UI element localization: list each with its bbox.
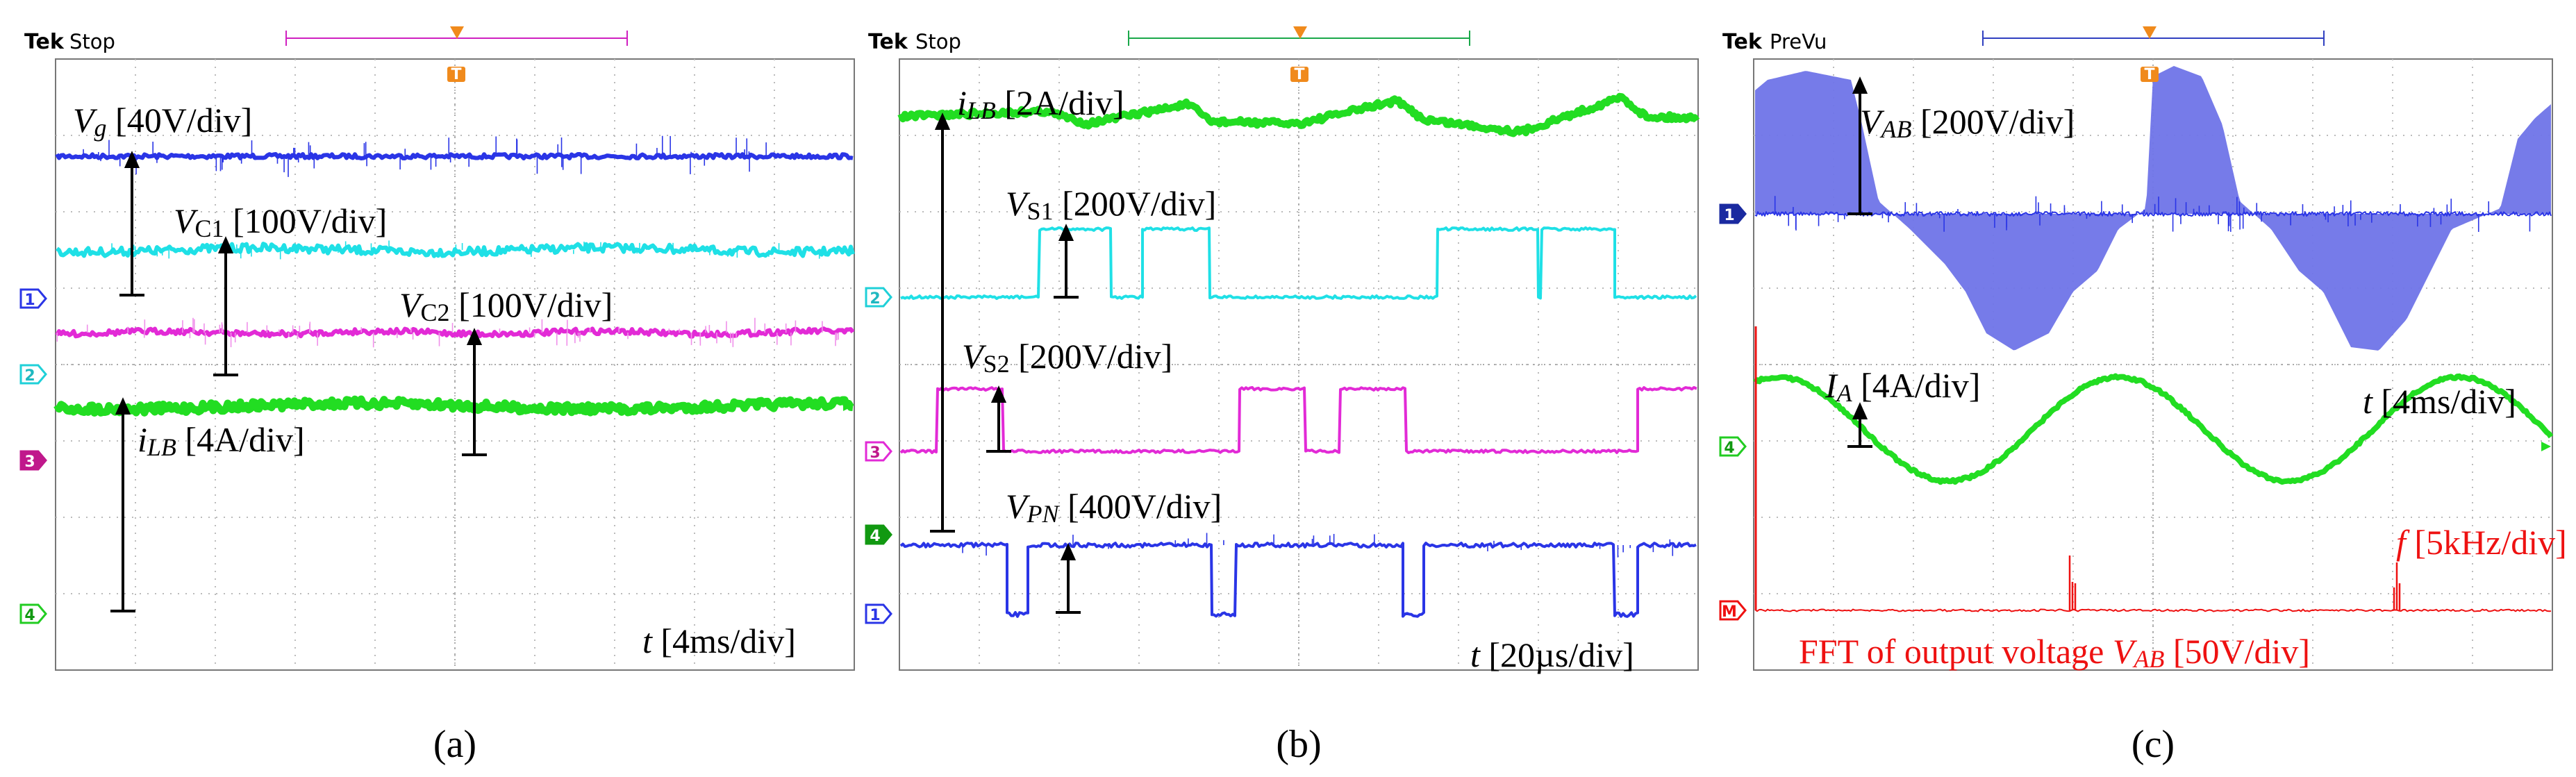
panel-c-math-marker: M <box>1719 600 1747 621</box>
ilb-trace <box>53 395 855 417</box>
panel-a-grid <box>56 59 854 670</box>
panel-b: Tek Stop T 2 3 4 1 <box>865 26 1700 766</box>
svg-text:4: 4 <box>870 528 880 545</box>
vpn-trace <box>899 542 1697 618</box>
panel-b-ch3-marker: 3 <box>865 441 892 462</box>
panel-c-arrows <box>1847 76 1872 448</box>
vg-trace <box>55 152 854 160</box>
panel-c-time-label: t [4ms/div] <box>2363 382 2516 421</box>
panel-b-label-vs2: VS2 [200V/div] <box>962 337 1172 378</box>
panel-c-label-ia: IA [4A/div] <box>1825 366 1980 407</box>
panel-b-record-bar <box>1128 26 1470 46</box>
panel-c-record-bar <box>1982 26 2325 46</box>
fft-baseline <box>1754 608 2552 612</box>
panel-a: Tek Stop T 1 2 3 4 <box>19 26 855 766</box>
panel-a-mode: Stop <box>69 30 115 53</box>
ilb-trace <box>897 92 1700 137</box>
svg-text:3: 3 <box>870 444 880 462</box>
panel-b-label-vpn: VPN [400V/div] <box>1006 487 1222 528</box>
panel-b-ch1-marker: 1 <box>865 603 892 624</box>
panel-b-ch4-marker: 4 <box>865 524 892 545</box>
panel-b-mode: Stop <box>915 30 961 53</box>
panel-c: Tek PreVu T 1 4 M <box>1719 26 2567 766</box>
panel-c-ch4-marker: 4 <box>1719 436 1747 457</box>
vab-envelope <box>1755 66 2551 351</box>
panel-b-waveforms <box>897 92 1700 618</box>
panel-b-arrows <box>930 112 1081 614</box>
panel-c-freq-label: f [5kHz/div] <box>2396 523 2567 562</box>
panel-a-label-vg: Vg [40V/div] <box>73 101 252 142</box>
ilb-level-marker <box>1687 113 1697 123</box>
svg-text:T: T <box>2144 66 2154 83</box>
panel-c-brand: Tek <box>1722 30 1763 54</box>
panel-a-label-vc2: VC2 [100V/div] <box>399 285 613 326</box>
vs1-trace <box>900 226 1697 300</box>
vc1-trace <box>56 242 855 258</box>
svg-text:2: 2 <box>24 367 35 385</box>
svg-text:1: 1 <box>1724 207 1734 224</box>
panel-c-waveforms <box>1753 66 2554 612</box>
panel-a-ch2-marker: 2 <box>19 364 47 385</box>
vs2-trace <box>899 386 1697 454</box>
svg-text:2: 2 <box>870 290 880 308</box>
panel-a-arrows <box>110 151 487 612</box>
vc2-trace <box>55 326 855 339</box>
panel-a-trigger-marker: T <box>447 66 465 83</box>
panel-b-ch2-marker: 2 <box>865 287 892 308</box>
panel-b-brand: Tek <box>868 30 908 54</box>
panel-a-ch3-marker: 3 <box>19 450 47 471</box>
panel-b-trigger-marker: T <box>1290 66 1308 83</box>
svg-text:1: 1 <box>24 292 35 309</box>
panel-c-caption: (c) <box>2132 723 2175 766</box>
panel-a-label-vc1: VC1 [100V/div] <box>174 201 387 242</box>
ia-trace <box>1753 373 2554 485</box>
panel-c-trigger-marker: T <box>2141 66 2159 83</box>
svg-text:T: T <box>451 66 461 83</box>
panel-c-label-vab: VAB [200V/div] <box>1860 102 2075 143</box>
panel-a-label-ilb: iLB [4A/div] <box>138 420 305 461</box>
svg-text:4: 4 <box>1724 440 1734 457</box>
panel-a-record-bar <box>285 26 628 46</box>
panel-b-caption: (b) <box>1276 723 1321 766</box>
vab-zero-trace <box>1754 211 2552 217</box>
panel-b-label-vs1: VS1 [200V/div] <box>1006 184 1216 225</box>
panel-a-ch4-marker: 4 <box>19 603 47 624</box>
panel-b-time-label: t [20µs/div] <box>1470 635 1634 674</box>
panel-a-waveforms <box>53 135 855 417</box>
panel-a-caption: (a) <box>433 723 476 766</box>
panel-a-brand: Tek <box>24 30 65 54</box>
panel-c-fft-label: FFT of output voltage VAB [50V/div] <box>1799 632 2310 673</box>
panel-c-grid <box>1754 59 2552 670</box>
panel-c-mode: PreVu <box>1770 30 1827 53</box>
panel-a-time-label: t [4ms/div] <box>642 621 796 660</box>
panel-a-ch1-marker: 1 <box>19 288 47 309</box>
svg-text:4: 4 <box>24 607 35 624</box>
panel-b-label-ilb: iLB [2A/div] <box>957 83 1124 124</box>
svg-text:M: M <box>1722 603 1737 621</box>
panel-b-grid <box>899 59 1698 670</box>
ia-level-marker <box>2541 442 2551 451</box>
svg-text:T: T <box>1294 66 1304 83</box>
svg-text:1: 1 <box>870 607 880 624</box>
ilb-level-marker <box>843 401 853 411</box>
panel-c-ch1-marker: 1 <box>1719 203 1747 224</box>
svg-text:3: 3 <box>24 453 35 471</box>
